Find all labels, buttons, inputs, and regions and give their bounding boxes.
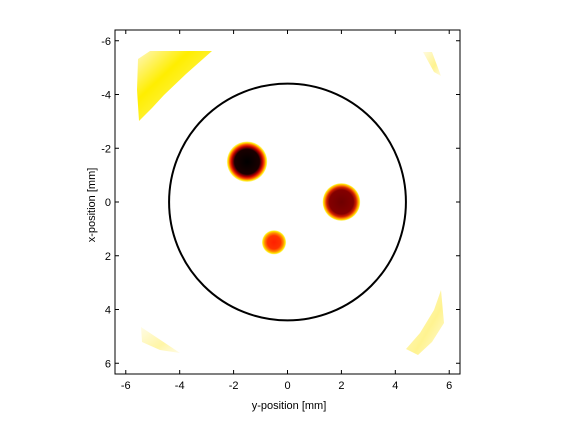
ticks-layer: -6 -4 -2 0 2 4 6 -6 -4 -2 0 2 4 6 — [101, 30, 460, 392]
spots-layer — [226, 141, 361, 255]
x-tick-label: -4 — [175, 380, 185, 392]
corner-artifacts — [137, 51, 444, 355]
y-tick-label: -2 — [101, 143, 111, 155]
x-tick-label: 0 — [284, 380, 290, 392]
x-tick-label: 2 — [338, 380, 344, 392]
spot-3 — [261, 230, 287, 255]
x-tick-label: 4 — [392, 380, 398, 392]
spot-2 — [322, 183, 361, 221]
x-axis-label: y-position [mm] — [252, 400, 327, 412]
y-axis-label: x-position [mm] — [86, 168, 98, 243]
corner-artifact-bottom-right — [406, 290, 444, 355]
y-tick-label: -4 — [101, 90, 111, 102]
plot-area — [115, 30, 460, 374]
spot-1 — [226, 141, 268, 182]
x-tick-label: -2 — [229, 380, 239, 392]
y-tick-label: -6 — [101, 36, 111, 48]
x-tick-label: -6 — [121, 380, 131, 392]
corner-artifact-top-right — [423, 52, 441, 76]
y-tick-label: 2 — [105, 251, 111, 263]
y-tick-label: 0 — [105, 197, 111, 209]
corner-artifact-bottom-left — [141, 327, 180, 353]
y-tick-label: 4 — [105, 305, 111, 317]
boundary-circle — [168, 82, 407, 322]
y-tick-label: 6 — [105, 358, 111, 370]
corner-artifact-top-left — [137, 51, 212, 121]
x-tick-label: 6 — [446, 380, 452, 392]
